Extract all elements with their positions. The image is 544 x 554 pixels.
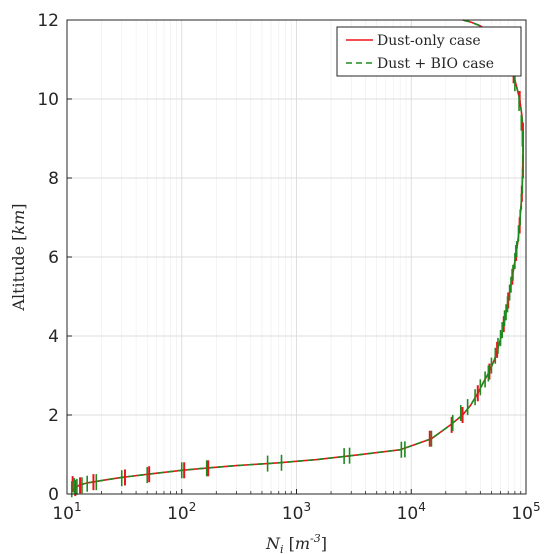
y-tick-label: 0 <box>48 485 59 505</box>
y-tick-label: 8 <box>48 169 59 189</box>
legend-label-dust-bio: Dust + BIO case <box>377 56 494 72</box>
x-tick-label: 102 <box>167 500 196 524</box>
y-axis-label: Altitude [km] <box>9 203 28 311</box>
x-tick-label: 103 <box>282 500 311 524</box>
y-tick-label: 4 <box>48 327 59 347</box>
axis-labels: Ni [m-3] Altitude [km] <box>9 203 327 554</box>
legend: Dust-only case Dust + BIO case <box>336 26 522 77</box>
x-tick-label: 104 <box>397 500 426 524</box>
y-tick-label: 12 <box>37 11 59 31</box>
errorbar-layer <box>70 67 524 498</box>
legend-box <box>336 26 522 77</box>
y-tick-label: 10 <box>37 90 59 110</box>
x-axis-label: Ni [m-3] <box>265 532 327 554</box>
legend-label-dust-only: Dust-only case <box>377 33 481 49</box>
y-tick-label: 6 <box>48 248 59 268</box>
x-tick-label: 105 <box>511 500 540 524</box>
y-tick-label: 2 <box>48 406 59 426</box>
